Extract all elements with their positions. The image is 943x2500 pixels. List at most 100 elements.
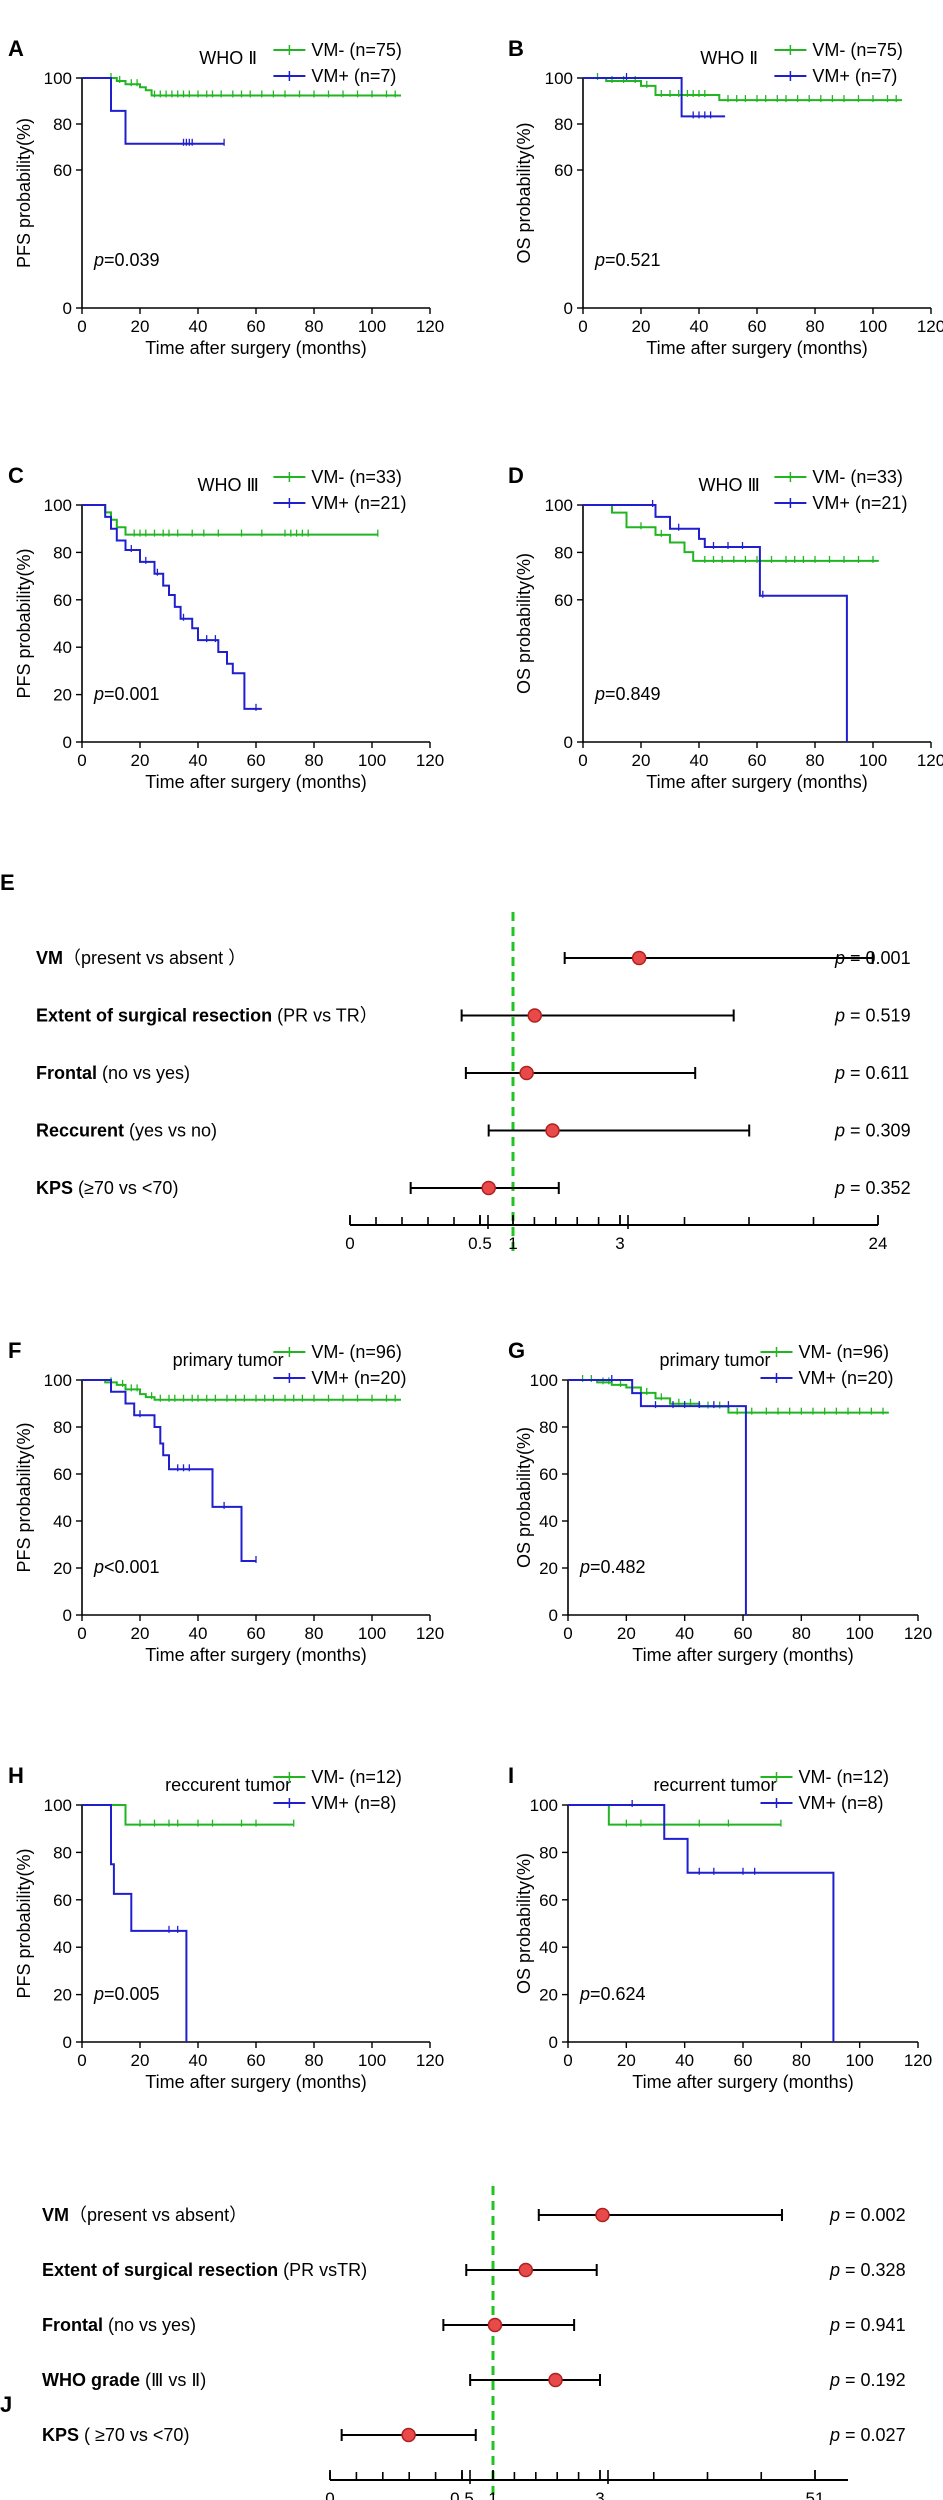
x-tick-label: 0: [77, 2051, 86, 2070]
panel-label: F: [8, 1338, 21, 1363]
p-value: p=0.849: [594, 684, 661, 704]
hazard-ratio-point: [401, 2427, 416, 2443]
x-tick-label: 20: [632, 317, 651, 336]
p-value: p=0.521: [594, 250, 661, 270]
forest-row-comparison: (no vs yes): [103, 2315, 196, 2335]
forest-row-comparison: (no vs yes): [97, 1063, 190, 1083]
p-value: p=0.039: [93, 250, 160, 270]
forest-row-variable: Extent of surgical resection: [36, 1006, 272, 1026]
y-tick-label: 20: [539, 1986, 558, 2005]
p-value: p=0.005: [93, 1984, 160, 2004]
x-tick-label: 80: [305, 317, 324, 336]
x-tick-label: 40: [189, 1624, 208, 1643]
p-symbol: p: [93, 684, 104, 704]
y-tick-label: 80: [539, 1843, 558, 1862]
forest-p-value: p = 0.611: [834, 1063, 909, 1083]
p-value-number: =0.849: [605, 684, 661, 704]
p-symbol: p: [829, 2425, 840, 2445]
km-curve-vm-neg: [583, 77, 902, 102]
x-tick-label: 0: [77, 317, 86, 336]
hazard-ratio-point: [548, 2372, 563, 2388]
hazard-ratio-point: [518, 2262, 534, 2278]
panel-title: recurrent tumor: [653, 1775, 776, 1795]
y-axis-label: OS probability(%): [514, 122, 534, 263]
hazard-ratio-point: [527, 1008, 542, 1023]
km-panel-D: D WHO Ⅲ 0 60 80 100 0 20 40 60 80 100 120 Time after …: [508, 463, 943, 792]
forest-row-comparison: (PR vsTR): [278, 2260, 367, 2280]
p-symbol: p: [93, 1984, 104, 2004]
p-value-number: 0.002: [861, 2205, 906, 2225]
x-tick-label: 100: [859, 317, 887, 336]
x-tick-label: 60: [247, 751, 266, 770]
hazard-ratio-point: [519, 1065, 534, 1081]
p-symbol: p: [829, 2315, 840, 2335]
panel-label: A: [8, 36, 24, 61]
forest-plot-J: J VM（present vs absent） p = 0.002 Extent of…: [0, 2186, 906, 2500]
panel-label: H: [8, 1763, 24, 1788]
forest-row-label: Frontal (no vs yes): [42, 2315, 196, 2335]
x-tick-label: 20: [131, 317, 150, 336]
y-tick-label: 0: [63, 733, 72, 752]
forest-row-label: WHO grade (Ⅲ vs Ⅱ): [42, 2370, 206, 2390]
x-tick-label: 120: [416, 2051, 444, 2070]
panel-label: I: [508, 1763, 514, 1788]
hr-axis-tick-label: 3: [615, 1234, 624, 1253]
x-tick-label: 80: [305, 2051, 324, 2070]
x-tick-label: 100: [859, 751, 887, 770]
y-tick-label: 100: [44, 1371, 72, 1390]
forest-row-label: VM（present vs absent ）: [36, 948, 246, 968]
forest-row-variable: KPS: [42, 2425, 79, 2445]
p-value-number: <0.001: [104, 1557, 160, 1577]
forest-row-variable: Reccurent: [36, 1121, 124, 1141]
forest-row-label: Reccurent (yes vs no): [36, 1121, 217, 1141]
p-value-number: =0.001: [104, 684, 160, 704]
p-value-number: 0.328: [861, 2260, 906, 2280]
forest-p-value: p = 0.192: [829, 2370, 906, 2390]
x-tick-label: 80: [806, 751, 825, 770]
y-tick-label: 100: [545, 496, 573, 515]
forest-plot-E: E VM（present vs absent ） p = 0.001 Extent o…: [0, 870, 911, 1253]
p-equals: =: [845, 1006, 866, 1026]
legend-entry: VM+ (n=8): [799, 1793, 884, 1813]
y-tick-label: 0: [63, 2033, 72, 2052]
x-tick-label: 0: [77, 1624, 86, 1643]
y-tick-label: 100: [44, 496, 72, 515]
x-tick-label: 80: [305, 751, 324, 770]
p-symbol: p: [594, 250, 605, 270]
forest-p-value: p = 0.328: [829, 2260, 906, 2280]
p-value: p=0.482: [579, 1557, 646, 1577]
p-value-number: 0.352: [866, 1178, 911, 1198]
p-symbol: p: [579, 1557, 590, 1577]
y-tick-label: 40: [539, 1512, 558, 1531]
hazard-ratio-point: [481, 1180, 496, 1196]
p-equals: =: [840, 2260, 861, 2280]
p-value-number: =0.624: [590, 1984, 646, 2004]
x-tick-label: 100: [845, 1624, 873, 1643]
forest-row-comparison: (PR vs TR）: [272, 1006, 378, 1026]
km-panel-C: C WHO Ⅲ 0 20 40 60 80 100 0 20 40 60 80 100 120 Time af…: [8, 463, 444, 792]
panel-label: J: [0, 2392, 12, 2417]
x-tick-label: 80: [792, 1624, 811, 1643]
panel-title: WHO Ⅲ: [197, 475, 258, 495]
y-tick-label: 60: [53, 591, 72, 610]
y-tick-label: 60: [53, 1891, 72, 1910]
p-value-number: 0.611: [866, 1063, 910, 1083]
forest-row-comparison: (Ⅲ vs Ⅱ): [140, 2370, 206, 2390]
x-tick-label: 0: [563, 1624, 572, 1643]
p-value-number: 0.309: [866, 1121, 911, 1141]
x-tick-label: 120: [904, 1624, 932, 1643]
forest-row-label: KPS (≥70 vs <70): [36, 1178, 178, 1198]
p-value-number: =0.005: [104, 1984, 160, 2004]
forest-row-label: Frontal (no vs yes): [36, 1063, 190, 1083]
forest-row-label: Extent of surgical resection (PR vsTR): [42, 2260, 367, 2280]
legend-entry: VM- (n=75): [311, 40, 402, 60]
x-tick-label: 40: [189, 2051, 208, 2070]
y-tick-label: 20: [53, 1559, 72, 1578]
x-tick-label: 0: [578, 317, 587, 336]
p-value-number: 0.941: [861, 2315, 906, 2335]
forest-row-comparison: ( ≥70 vs <70): [79, 2425, 189, 2445]
p-symbol: p: [834, 948, 845, 968]
forest-row-variable: Frontal: [36, 1063, 97, 1083]
p-symbol: p: [834, 1121, 845, 1141]
